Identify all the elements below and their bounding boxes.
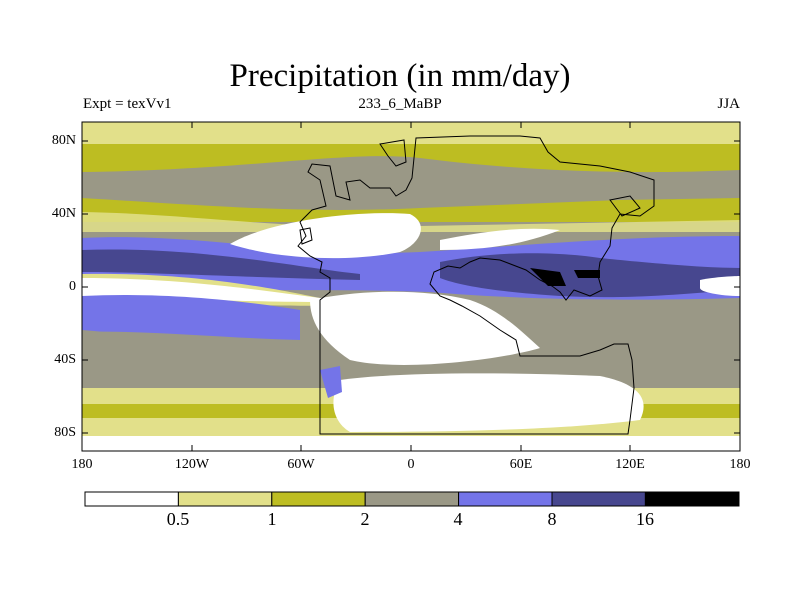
colorbar-label: 8	[547, 509, 557, 529]
experiment-label: Expt = texVv1	[83, 96, 172, 112]
colorbar-bin-1	[177, 491, 273, 507]
colorbar-bin-0	[84, 491, 179, 507]
lon-label: 60E	[509, 457, 533, 472]
colorbar-bin-5	[551, 491, 646, 507]
time-label: 233_6_MaBP	[358, 96, 442, 112]
lat-label: 80S	[54, 425, 76, 440]
colorbar-label: 16	[636, 509, 654, 529]
lat-label: 80N	[51, 133, 76, 148]
lon-label: 0	[407, 457, 415, 472]
axis-ticks	[81, 122, 741, 451]
colorbar-bin-3	[364, 491, 460, 507]
lon-label: 180	[71, 457, 93, 472]
lon-label: 120W	[174, 457, 210, 472]
lon-label: 120E	[615, 457, 645, 472]
colorbar-label: 2	[360, 509, 370, 529]
map-field	[82, 122, 740, 451]
lat-label: 40N	[51, 206, 76, 221]
lon-label: 180	[729, 457, 751, 472]
colorbar-bin-4	[458, 491, 553, 507]
map-title: Precipitation (in mm/day)	[229, 58, 571, 94]
colorbar	[84, 491, 740, 507]
peak-region-india	[530, 268, 566, 286]
colorbar-label: 1	[267, 509, 277, 529]
colorbar-bin-2	[271, 491, 366, 507]
lon-label: 60W	[287, 457, 315, 472]
colorbar-label: 4	[453, 509, 463, 529]
season-label: JJA	[717, 96, 740, 112]
colorbar-label: 0.5	[166, 509, 190, 529]
continent-outline	[297, 135, 655, 435]
lat-label: 40S	[54, 352, 76, 367]
peak-region-southeast-asia	[574, 270, 600, 278]
lat-label: 0	[69, 279, 76, 294]
colorbar-bin-6	[644, 491, 740, 507]
